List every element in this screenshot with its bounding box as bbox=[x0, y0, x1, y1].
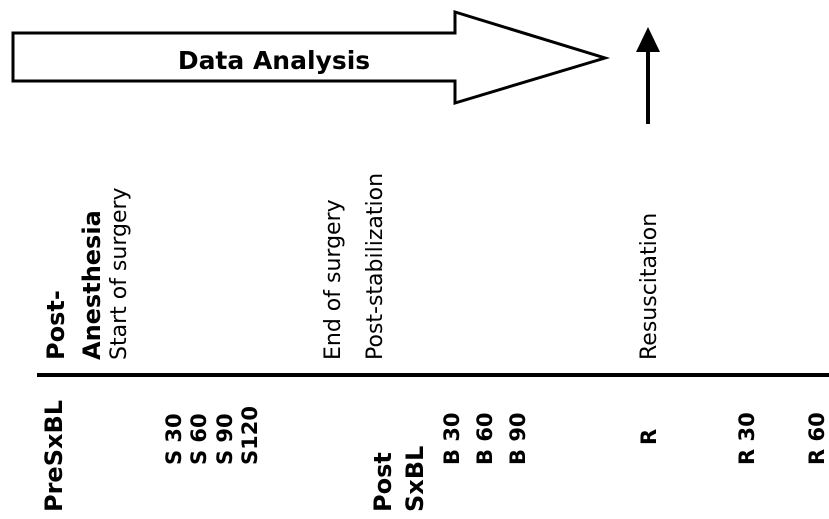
post-anesthesia-label-line1: Post- bbox=[42, 290, 70, 360]
timepoint-b30: B 30 bbox=[440, 412, 464, 465]
timepoint-b90: B 90 bbox=[506, 412, 530, 465]
start-of-surgery-label: Start of surgery bbox=[107, 187, 132, 360]
timepoint-s30: S 30 bbox=[162, 413, 186, 465]
timepoint-s120: S120 bbox=[238, 406, 262, 465]
timepoint-r60: R 60 bbox=[805, 412, 829, 465]
post-anesthesia-label-line2: Anesthesia bbox=[78, 210, 106, 360]
resuscitation-arrow-head bbox=[636, 27, 660, 52]
timepoint-s60: S 60 bbox=[187, 413, 211, 465]
timepoint-post-sx-bl-line2: SxBL bbox=[401, 446, 429, 512]
data-analysis-label: Data Analysis bbox=[178, 46, 370, 75]
resuscitation-label: Resuscitation bbox=[637, 213, 662, 360]
timepoint-r30: R 30 bbox=[735, 412, 759, 465]
end-of-surgery-label: End of surgery bbox=[321, 199, 346, 360]
timepoint-s90: S 90 bbox=[213, 413, 237, 465]
timepoint-post-sx-bl-line1: Post bbox=[369, 452, 397, 512]
post-stabilization-label: Post-stabilization bbox=[363, 173, 388, 360]
timepoint-r: R bbox=[637, 429, 661, 445]
timepoint-b60: B 60 bbox=[473, 412, 497, 465]
timepoint-pre-sx-bl: PreSxBL bbox=[40, 400, 68, 512]
data-analysis-arrow bbox=[11, 9, 611, 106]
